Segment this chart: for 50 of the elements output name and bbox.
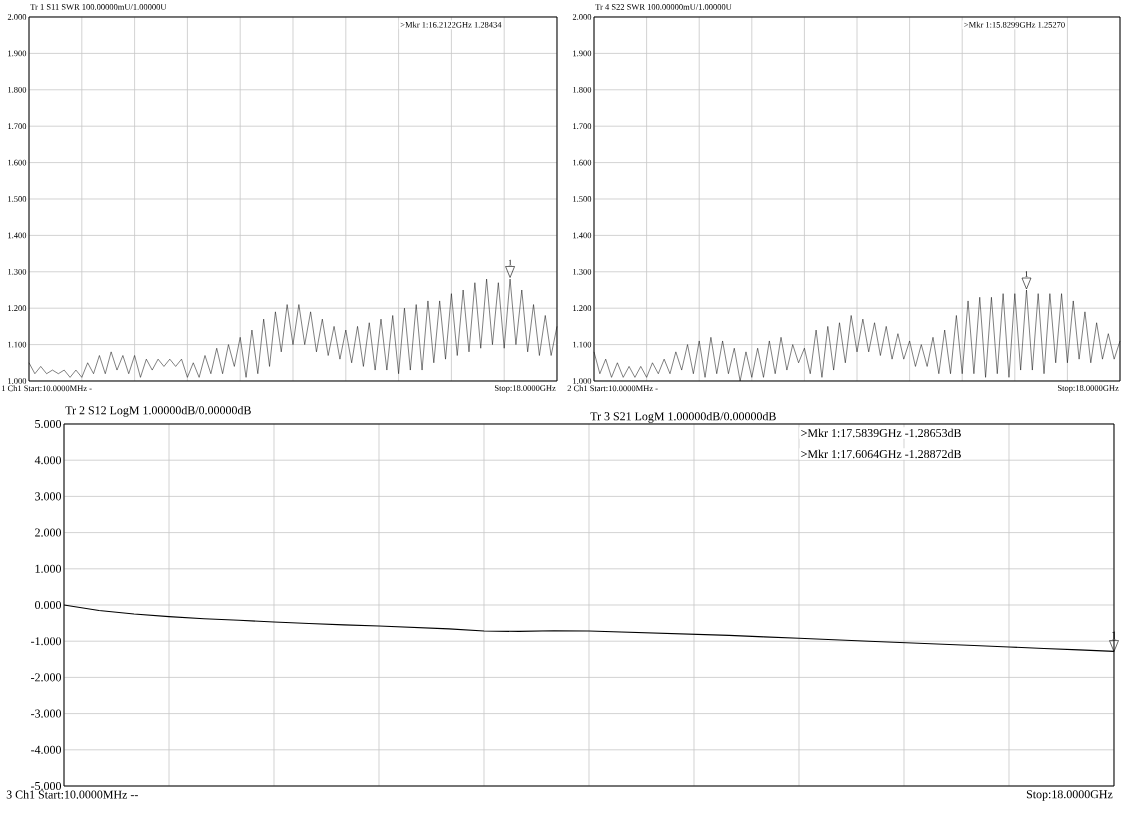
- y-tick-label: 1.700: [8, 123, 27, 130]
- y-tick-label: 1.300: [573, 268, 592, 275]
- y-tick-label: 1.400: [8, 232, 27, 239]
- y-tick-label: 1.400: [573, 232, 592, 239]
- y-tick-label: 1.600: [573, 159, 592, 166]
- y-tick-label: 1.800: [573, 86, 592, 93]
- annotation: >Mkr 1:15.8299GHz 1.25270: [964, 21, 1065, 28]
- y-tick-label: 1.700: [573, 123, 592, 130]
- chart-title: Tr 2 S12 LogM 1.00000dB/0.00000dB: [65, 405, 251, 417]
- annotation: >Mkr 1:17.5839GHz -1.28653dB: [801, 428, 961, 438]
- y-tick-label: 1.300: [8, 268, 27, 275]
- y-tick-label: 1.200: [8, 305, 27, 312]
- y-tick-label: 1.100: [573, 341, 592, 348]
- y-tick-label: 1.900: [573, 50, 592, 57]
- y-tick-label: 4.000: [34, 456, 62, 465]
- y-tick-label: 1.000: [35, 564, 62, 573]
- y-tick-label: 1.500: [8, 196, 27, 202]
- text: Stop:18.0000GHz: [494, 385, 556, 393]
- y-tick-label: 1.200: [573, 305, 592, 312]
- y-tick-label: 1.900: [8, 50, 27, 57]
- text: 2 Ch1 Start:10.0000MHz -: [567, 385, 658, 392]
- y-tick-label: 1.800: [8, 86, 27, 93]
- text: Stop:18.0000GHz: [1057, 385, 1119, 393]
- text: 1 Ch1 Start:10.0000MHz -: [1, 385, 92, 392]
- annotation: 1: [1112, 631, 1117, 640]
- y-tick-label: 1.000: [8, 378, 27, 384]
- y-tick-label: 0.000: [35, 600, 62, 610]
- y-tick-label: 1.100: [8, 341, 27, 348]
- y-tick-label: 2.000: [35, 528, 62, 537]
- annotation: 1: [508, 259, 512, 266]
- annotation: 1: [1025, 271, 1029, 277]
- y-tick-label: 2.000: [572, 14, 592, 20]
- y-tick-label: 5.000: [35, 419, 62, 429]
- y-tick-label: 1.600: [8, 159, 27, 166]
- chart-subtitle: Tr 3 S21 LogM 1.00000dB/0.00000dB: [590, 411, 776, 423]
- y-tick-label: -4.000: [31, 745, 62, 754]
- annotation: >Mkr 1:16.2122GHz 1.28434: [400, 21, 502, 28]
- y-tick-label: 3.000: [35, 492, 62, 501]
- y-tick-label: 2.000: [7, 14, 27, 20]
- y-tick-label: -5.000: [31, 781, 62, 791]
- chart-title: Tr 1 S11 SWR 100.00000mU/1.00000U: [30, 4, 167, 10]
- y-tick-label: 1.500: [573, 196, 592, 202]
- y-tick-label: -1.000: [31, 637, 62, 646]
- text: 3 Ch1 Start:10.0000MHz --: [6, 790, 138, 799]
- annotation: >Mkr 1:17.6064GHz -1.28872dB: [801, 449, 961, 459]
- chart-title: Tr 4 S22 SWR 100.00000mU/1.00000U: [595, 4, 732, 10]
- y-tick-label: 1.000: [573, 378, 592, 384]
- text: Stop:18.0000GHz: [1026, 790, 1113, 801]
- y-tick-label: -3.000: [31, 709, 62, 718]
- y-tick-label: -2.000: [31, 673, 62, 682]
